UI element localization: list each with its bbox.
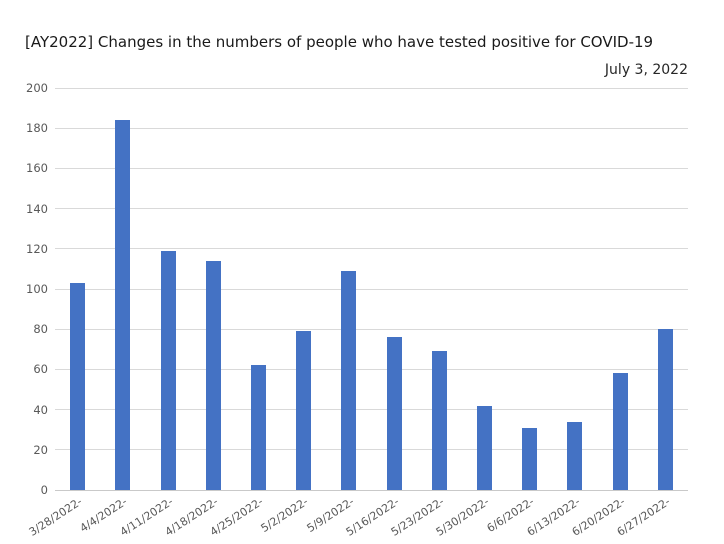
gridline: [55, 248, 688, 250]
plot-area: 0 20 40 60 80 100 120 140 160 180 200 3/28/2022- 4/4…: [26, 81, 688, 539]
bar: [657, 329, 673, 490]
y-tick-label: 60: [33, 362, 48, 377]
gridline: [55, 87, 688, 89]
y-tick-label: 160: [26, 161, 48, 176]
bar: [296, 331, 312, 490]
y-tick-label: 40: [33, 402, 48, 417]
y-tick-label: 20: [33, 442, 48, 457]
bar: [341, 270, 357, 490]
gridline: [55, 449, 688, 451]
y-tick-label: 0: [40, 483, 48, 497]
gridline: [55, 328, 688, 330]
bar: [115, 120, 131, 490]
x-tick-label: 5/2/2022-: [258, 495, 311, 535]
bar: [612, 373, 628, 490]
y-tick-label: 120: [26, 241, 48, 256]
bar: [522, 427, 538, 490]
gridline: [55, 368, 688, 370]
gridline: [55, 409, 688, 411]
y-tick-label: 140: [26, 201, 48, 216]
gridline: [55, 127, 688, 129]
y-tick-label: 200: [26, 81, 48, 95]
bar: [431, 351, 447, 490]
gridline: [55, 288, 688, 290]
gridline: [55, 167, 688, 169]
chart-title: [AY2022] Changes in the numbers of peopl…: [25, 33, 654, 51]
bar: [477, 405, 493, 490]
y-tick-label: 100: [26, 282, 48, 296]
bar: [250, 365, 266, 490]
chart-subtitle: July 3, 2022: [604, 62, 688, 78]
bar: [567, 421, 583, 490]
gridline: [55, 208, 688, 210]
bar: [70, 282, 86, 490]
x-tick-label: 3/28/2022-: [26, 495, 85, 539]
bar: [386, 337, 402, 490]
y-tick-label: 80: [33, 322, 48, 337]
y-tick-label: 180: [26, 121, 48, 136]
bar: [205, 260, 221, 490]
x-axis-line: [55, 489, 688, 491]
bar: [160, 250, 176, 490]
